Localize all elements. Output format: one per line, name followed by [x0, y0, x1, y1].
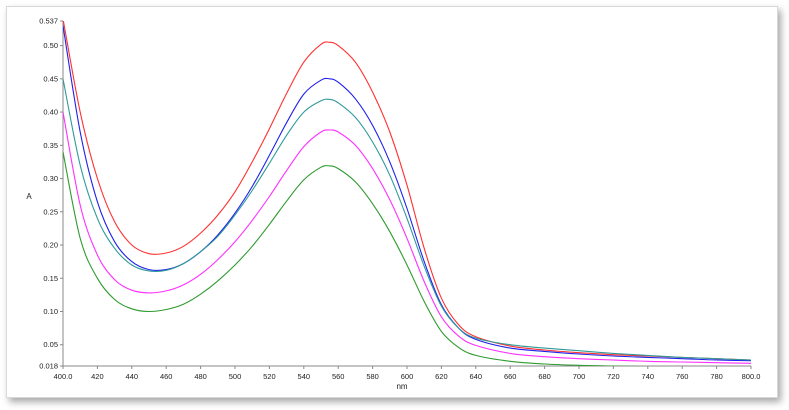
x-tick-label: 760	[676, 372, 689, 381]
x-tick-label: 720	[607, 372, 620, 381]
x-tick-label: 680	[538, 372, 551, 381]
x-tick-label: 420	[91, 372, 104, 381]
x-tick-label: 700	[573, 372, 586, 381]
x-tick-label: 740	[642, 372, 655, 381]
y-tick-label: 0.10	[43, 307, 58, 316]
y-tick-label: 0.018	[39, 362, 58, 371]
y-tick-label: 0.50	[43, 41, 58, 50]
x-tick-label: 660	[504, 372, 517, 381]
x-tick-label: 460	[160, 372, 173, 381]
x-tick-label: 800.0	[742, 372, 761, 381]
y-tick-label: 0.20	[43, 241, 58, 250]
y-tick-label: 0.30	[43, 174, 58, 183]
y-tick-label: 0.25	[43, 207, 58, 216]
x-tick-label: 500	[229, 372, 242, 381]
absorbance-spectrum-chart: 0.537 0.50 0.45 0.40 0.35 0.30 0.25 0.20 0.15 0.1…	[26, 17, 761, 392]
y-tick-label: 0.15	[43, 274, 58, 283]
y-axis-title: A	[26, 192, 32, 201]
y-tick-label: 0.40	[43, 108, 58, 117]
x-tick-label: 540	[298, 372, 311, 381]
x-tick-label: 520	[263, 372, 276, 381]
y-tick-label: 0.45	[43, 74, 58, 83]
x-axis-ticks: 400.0 420 440 460 480 500 520 540 560 580 600 620 64…	[54, 366, 761, 381]
x-tick-label: 480	[194, 372, 207, 381]
x-tick-label: 780	[710, 372, 723, 381]
plot-area	[62, 21, 751, 367]
x-tick-label: 620	[435, 372, 448, 381]
x-tick-label: 580	[366, 372, 379, 381]
y-axis-ticks: 0.537 0.50 0.45 0.40 0.35 0.30 0.25 0.20 0.15 0.1…	[39, 17, 63, 371]
y-tick-label: 0.05	[43, 340, 58, 349]
series-line-5	[63, 151, 642, 366]
series-group	[63, 21, 751, 366]
x-axis-title: nm	[396, 382, 407, 391]
y-tick-label: 0.35	[43, 141, 58, 150]
x-tick-label: 600	[401, 372, 414, 381]
series-line-3	[63, 78, 751, 361]
series-line-2	[63, 25, 751, 362]
x-tick-label: 640	[470, 372, 483, 381]
series-line-1	[63, 21, 751, 361]
series-line-4	[63, 111, 751, 364]
chart-frame: 0.537 0.50 0.45 0.40 0.35 0.30 0.25 0.20 0.15 0.1…	[6, 6, 778, 398]
x-tick-label: 400.0	[54, 372, 73, 381]
x-tick-label: 560	[332, 372, 345, 381]
y-tick-label: 0.537	[39, 17, 58, 26]
x-tick-label: 440	[126, 372, 139, 381]
